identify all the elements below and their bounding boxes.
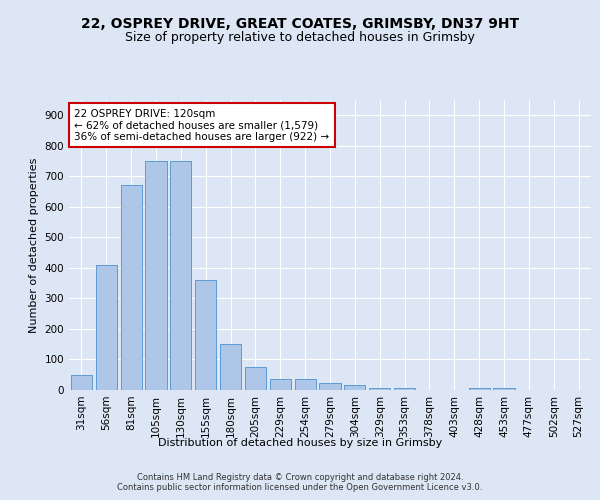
Bar (270, 380, 291, 390)
Bar (295, 380, 316, 390)
Bar (394, 388, 415, 390)
Text: 22 OSPREY DRIVE: 120sqm
← 62% of detached houses are smaller (1,579)
36% of semi: 22 OSPREY DRIVE: 120sqm ← 62% of detache… (74, 108, 329, 142)
Text: Distribution of detached houses by size in Grimsby: Distribution of detached houses by size … (158, 438, 442, 448)
Bar (344, 385, 365, 390)
Text: 22, OSPREY DRIVE, GREAT COATES, GRIMSBY, DN37 9HT: 22, OSPREY DRIVE, GREAT COATES, GRIMSBY,… (81, 18, 519, 32)
Bar (493, 388, 515, 390)
Bar (245, 367, 266, 390)
Bar (369, 388, 390, 390)
Bar (220, 344, 241, 390)
Bar (145, 161, 167, 390)
Text: Contains HM Land Registry data © Crown copyright and database right 2024.
Contai: Contains HM Land Registry data © Crown c… (118, 473, 482, 492)
Bar (195, 280, 216, 390)
Bar (469, 388, 490, 390)
Bar (170, 161, 191, 390)
Bar (96, 265, 117, 390)
Y-axis label: Number of detached properties: Number of detached properties (29, 158, 39, 332)
Text: Size of property relative to detached houses in Grimsby: Size of property relative to detached ho… (125, 31, 475, 44)
Bar (121, 186, 142, 390)
Bar (71, 374, 92, 390)
Bar (319, 384, 341, 390)
